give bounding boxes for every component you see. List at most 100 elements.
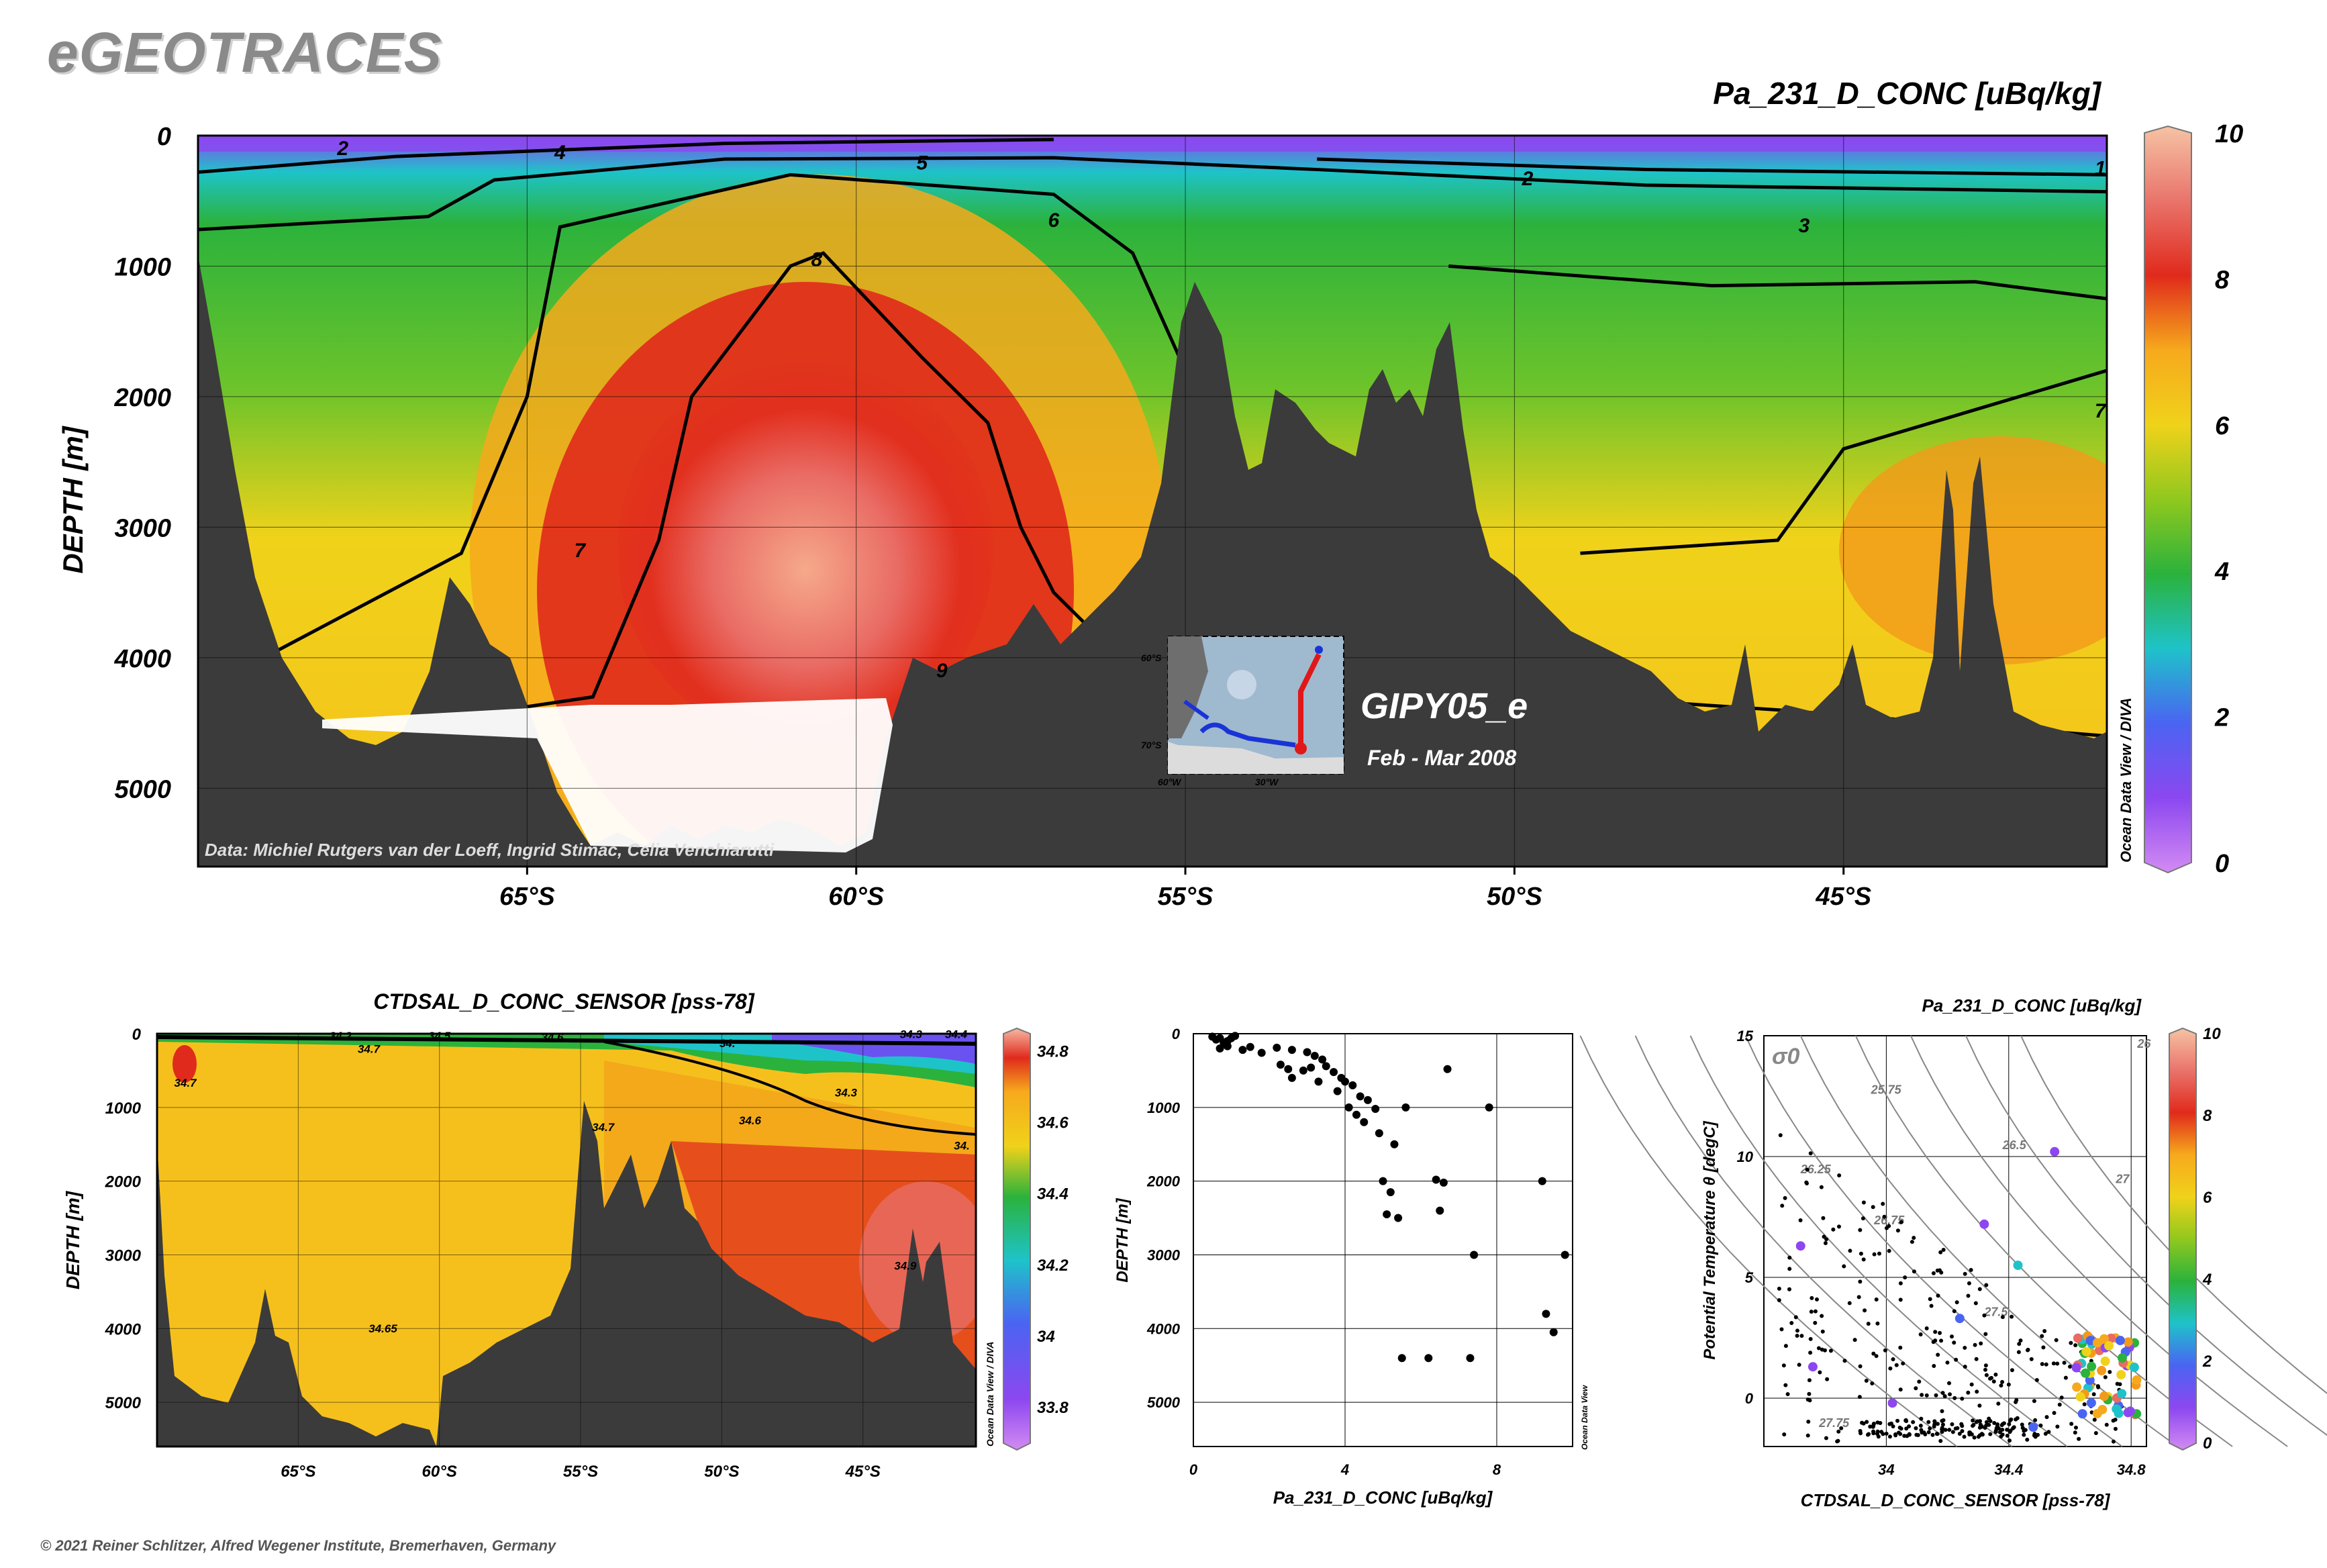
profile-x-tick-label: 8 <box>1493 1461 1501 1478</box>
salinity-y-axis-label: DEPTH [m] <box>62 1190 83 1289</box>
profile-point <box>1246 1042 1254 1051</box>
ts-point <box>1856 1295 1861 1300</box>
ts-point <box>1933 1330 1938 1334</box>
ts-point <box>1952 1395 1957 1400</box>
ts-point <box>1818 1370 1822 1375</box>
ts-y-tick-label: 5 <box>1745 1269 1754 1286</box>
ts-point <box>2044 1415 2049 1420</box>
main-contour-label: 5 <box>916 152 928 175</box>
ts-point <box>1874 1354 1879 1359</box>
ts-point <box>1777 1286 1781 1291</box>
ts-point-colored <box>2073 1333 2083 1343</box>
ts-point <box>1836 1224 1841 1229</box>
profile-x-ticks: 0 4 8 <box>1189 1461 1501 1478</box>
main-contour-line <box>198 156 2107 232</box>
ts-point <box>1874 1297 1879 1302</box>
ts-point <box>2020 1426 2025 1430</box>
ts-isopycnal <box>1689 1035 2068 1447</box>
main-x-ticks: 65°S 60°S 55°S 50°S 45°S <box>499 867 1871 911</box>
ts-point <box>1777 1297 1781 1302</box>
ts-point <box>2046 1430 2051 1434</box>
ts-point <box>1912 1269 1916 1274</box>
ts-point <box>1898 1281 1903 1285</box>
ts-point <box>2040 1362 2044 1367</box>
ts-point <box>2055 1361 2060 1366</box>
ts-point <box>1887 1224 1891 1228</box>
profile-point <box>1371 1105 1380 1114</box>
profile-point <box>1383 1210 1391 1219</box>
ts-point <box>1978 1422 1983 1427</box>
ts-point <box>1940 1426 1944 1430</box>
salinity-contour-label: 34.9 <box>894 1259 917 1272</box>
ts-point <box>1903 1275 1908 1280</box>
profile-point <box>1303 1048 1311 1057</box>
ts-point <box>1823 1240 1828 1245</box>
ts-point <box>2018 1338 2023 1343</box>
ts-point <box>1974 1420 1979 1424</box>
ts-point <box>2000 1379 2005 1384</box>
ts-point <box>1813 1309 1818 1314</box>
ts-point <box>1952 1340 1957 1345</box>
main-y-tick-label: 3000 <box>114 514 171 542</box>
ts-point <box>1785 1391 1790 1396</box>
ts-point <box>1780 1204 1785 1208</box>
ts-point <box>1905 1434 1910 1438</box>
ts-point <box>1973 1342 1977 1347</box>
ts-point <box>1939 1270 1944 1275</box>
ts-point <box>1940 1430 1944 1434</box>
ts-point <box>2104 1422 2109 1427</box>
main-colorbar-tick-label: 8 <box>2215 266 2230 294</box>
ts-density-label: 26.75 <box>1873 1214 1905 1227</box>
ts-point <box>1863 1308 1867 1313</box>
ts-point <box>1941 1248 1946 1253</box>
profile-point <box>1436 1206 1444 1215</box>
ts-point <box>1984 1420 1989 1424</box>
profile-x-tick-label: 4 <box>1340 1461 1349 1478</box>
ts-point-colored <box>2106 1333 2116 1343</box>
salinity-x-tick-label: 45°S <box>845 1463 881 1481</box>
ts-point <box>1806 1419 1811 1424</box>
ts-point <box>1919 1428 1924 1432</box>
ts-point <box>1809 1310 1814 1314</box>
ts-point <box>2111 1418 2116 1423</box>
profile-point <box>1485 1103 1493 1112</box>
profile-point <box>1318 1055 1327 1064</box>
profile-point <box>1375 1129 1383 1138</box>
ts-title: Pa_231_D_CONC [uBq/kg] <box>1922 995 2142 1016</box>
ts-point <box>1858 1279 1863 1284</box>
ts-point <box>2015 1416 2020 1420</box>
ts-point <box>1972 1435 1977 1440</box>
ts-point-colored <box>2071 1363 2081 1373</box>
ts-point <box>1824 1237 1829 1242</box>
ts-point-colored <box>2086 1398 2096 1408</box>
ts-point <box>1994 1426 1999 1431</box>
ts-point <box>1878 1421 1883 1426</box>
ts-point <box>2069 1422 2074 1426</box>
salinity-y-tick-label: 1000 <box>105 1099 142 1118</box>
ts-point <box>2063 1375 2068 1380</box>
ts-point <box>1982 1313 1987 1318</box>
ts-point-colored <box>2114 1408 2124 1418</box>
salinity-contour-label: 34. <box>720 1037 736 1050</box>
salinity-bathymetry <box>157 1101 976 1447</box>
ts-point-colored <box>2085 1375 2095 1385</box>
profile-point <box>1299 1066 1307 1075</box>
ts-point <box>1782 1432 1787 1437</box>
ts-point <box>1973 1301 1978 1306</box>
ts-point <box>2007 1438 2012 1443</box>
salinity-contour-labels: 34.734.734.2 34.5 34.6 34.34.3 34.434.334.63… <box>175 1028 970 1335</box>
profile-odv-label: Ocean Data View <box>1580 1385 1589 1450</box>
salinity-colorbar-tick-label: 34.6 <box>1037 1114 1069 1132</box>
salinity-y-tick-label: 3000 <box>105 1246 142 1265</box>
main-contour-label: 4 <box>554 142 566 164</box>
ts-point <box>1922 1430 1926 1435</box>
ts-point <box>1795 1328 1799 1333</box>
ts-point <box>1861 1257 1866 1262</box>
ts-point <box>1935 1268 1940 1273</box>
ts-point-colored <box>2100 1356 2110 1366</box>
ts-point <box>1836 1429 1841 1434</box>
ts-point <box>1984 1423 1989 1428</box>
main-colorbar-tick-label: 6 <box>2215 412 2230 440</box>
salinity-y-tick-label: 0 <box>132 1026 142 1044</box>
salinity-colorbar-tick-label: 34.8 <box>1037 1043 1069 1061</box>
